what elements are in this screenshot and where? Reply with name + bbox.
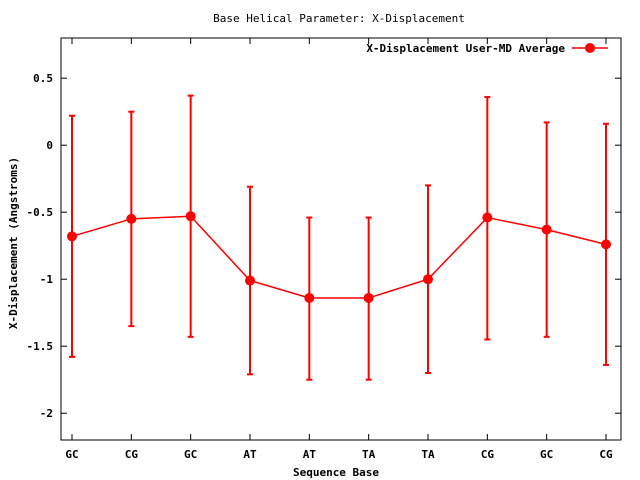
y-axis-label: X-Displacement (Angstroms)	[7, 157, 20, 329]
error-bars	[69, 94, 609, 381]
x-tick-label: GC	[540, 448, 553, 461]
data-point	[67, 231, 77, 242]
x-tick-label: CG	[125, 448, 139, 461]
data-points	[67, 211, 611, 303]
y-ticks: 0.5 0 -0.5 -1 -1.5 -2	[27, 72, 621, 420]
data-point	[363, 292, 374, 303]
y-tick-label: 0.5	[33, 72, 53, 85]
x-axis-label: Sequence Base	[293, 466, 379, 479]
x-tick-label: GC	[65, 448, 78, 461]
legend-label: X-Displacement User-MD Average	[366, 42, 565, 55]
data-point	[541, 224, 552, 235]
x-tick-label: GC	[184, 448, 197, 461]
legend: X-Displacement User-MD Average	[366, 42, 608, 55]
x-tick-label: CG	[481, 448, 495, 461]
y-tick-label: -1.5	[27, 340, 54, 353]
data-point	[245, 275, 255, 286]
data-point	[185, 211, 196, 222]
data-point	[423, 274, 433, 285]
x-tick-label: CG	[599, 448, 613, 461]
data-point	[601, 239, 611, 250]
data-point	[304, 292, 315, 303]
y-tick-label: 0	[46, 139, 53, 152]
data-point	[126, 213, 137, 224]
data-point	[482, 212, 493, 223]
y-tick-label: -1	[40, 273, 54, 286]
y-tick-label: -0.5	[27, 206, 54, 219]
y-tick-label: -2	[40, 407, 53, 420]
series-line-group	[71, 215, 607, 299]
x-tick-label: TA	[362, 448, 376, 461]
x-tick-label: TA	[421, 448, 435, 461]
x-tick-label: AT	[243, 448, 257, 461]
x-ticks: GC CG GC AT AT TA TA CG GC CG	[65, 38, 613, 461]
plot-frame	[60, 37, 622, 441]
legend-swatch-marker	[585, 43, 595, 53]
chart-title: Base Helical Parameter: X-Displacement	[213, 12, 465, 25]
series-line	[71, 215, 607, 299]
x-tick-label: AT	[303, 448, 317, 461]
